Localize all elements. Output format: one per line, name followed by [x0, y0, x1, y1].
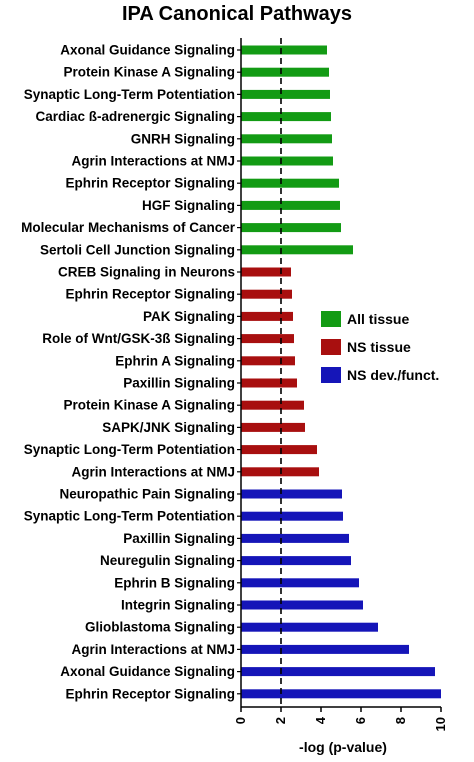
bar [241, 578, 359, 588]
bar [241, 445, 317, 455]
bar [241, 89, 330, 99]
bar [241, 178, 339, 188]
category-label: Role of Wnt/GSK-3ß Signaling [42, 331, 235, 346]
legend: All tissue NS tissue NS dev./funct. [321, 311, 439, 383]
bar [241, 223, 341, 233]
bar [241, 289, 292, 299]
legend-swatch [321, 367, 341, 383]
bar [241, 112, 331, 122]
category-label: Paxillin Signaling [123, 376, 235, 391]
chart-title: IPA Canonical Pathways [122, 3, 352, 25]
category-label: Ephrin Receptor Signaling [65, 686, 235, 701]
category-label: Paxillin Signaling [123, 531, 235, 546]
category-label: Ephrin A Signaling [115, 353, 235, 368]
category-label: Synaptic Long-Term Potentiation [24, 87, 235, 102]
category-label: Ephrin B Signaling [114, 575, 235, 590]
bar [241, 356, 295, 366]
category-label: Molecular Mechanisms of Cancer [21, 220, 236, 235]
category-label: Agrin Interactions at NMJ [71, 154, 235, 169]
bar [241, 334, 294, 344]
bar [241, 156, 333, 166]
bar [241, 378, 297, 388]
x-tick-label: 4 [313, 716, 328, 724]
bar [241, 134, 332, 144]
legend-swatch [321, 339, 341, 355]
bar [241, 511, 343, 521]
bar [241, 45, 327, 55]
axes-group: 0 2 4 6 8 10 [233, 38, 448, 731]
bar [241, 489, 342, 499]
x-tick-label: 0 [233, 717, 248, 724]
bar [241, 667, 435, 677]
legend-label: All tissue [347, 311, 409, 327]
category-label: PAK Signaling [143, 309, 235, 324]
category-label: Protein Kinase A Signaling [63, 65, 235, 80]
category-label: Sertoli Cell Junction Signaling [40, 242, 235, 257]
bar [241, 400, 304, 410]
category-label: Integrin Signaling [121, 598, 235, 613]
bar [241, 600, 363, 610]
x-tick-label: 6 [353, 717, 368, 724]
x-axis-label: -log (p-value) [299, 739, 387, 755]
bar [241, 245, 353, 255]
category-label: Agrin Interactions at NMJ [71, 642, 235, 657]
category-label: HGF Signaling [142, 198, 235, 213]
legend-label: NS dev./funct. [347, 367, 439, 383]
bar [241, 556, 351, 566]
category-label: Cardiac ß-adrenergic Signaling [35, 109, 235, 124]
category-label: Neuropathic Pain Signaling [59, 487, 235, 502]
bar [241, 467, 319, 477]
bar [241, 267, 291, 277]
category-label: Synaptic Long-Term Potentiation [24, 442, 235, 457]
bars-group [241, 45, 441, 699]
legend-label: NS tissue [347, 339, 411, 355]
category-label: Glioblastoma Signaling [85, 620, 235, 635]
category-labels-group: Axonal Guidance Signaling Protein Kinase … [21, 43, 236, 702]
x-tick-label: 2 [273, 717, 288, 724]
category-label: GNRH Signaling [131, 131, 235, 146]
bar [241, 311, 293, 321]
bar [241, 200, 340, 210]
bar [241, 533, 349, 543]
x-tick-label: 8 [393, 717, 408, 724]
category-label: Protein Kinase A Signaling [63, 398, 235, 413]
bar [241, 689, 441, 699]
category-label: Ephrin Receptor Signaling [65, 287, 235, 302]
category-label: Neuregulin Signaling [100, 553, 235, 568]
bar [241, 622, 378, 632]
category-label: Axonal Guidance Signaling [60, 43, 235, 58]
category-label: SAPK/JNK Signaling [102, 420, 235, 435]
category-label: CREB Signaling in Neurons [58, 265, 235, 280]
x-tick-label: 10 [433, 717, 448, 731]
category-label: Axonal Guidance Signaling [60, 664, 235, 679]
category-label: Synaptic Long-Term Potentiation [24, 509, 235, 524]
bar [241, 422, 305, 432]
bar [241, 67, 329, 77]
bar [241, 644, 409, 654]
category-label: Agrin Interactions at NMJ [71, 464, 235, 479]
category-label: Ephrin Receptor Signaling [65, 176, 235, 191]
legend-swatch [321, 311, 341, 327]
